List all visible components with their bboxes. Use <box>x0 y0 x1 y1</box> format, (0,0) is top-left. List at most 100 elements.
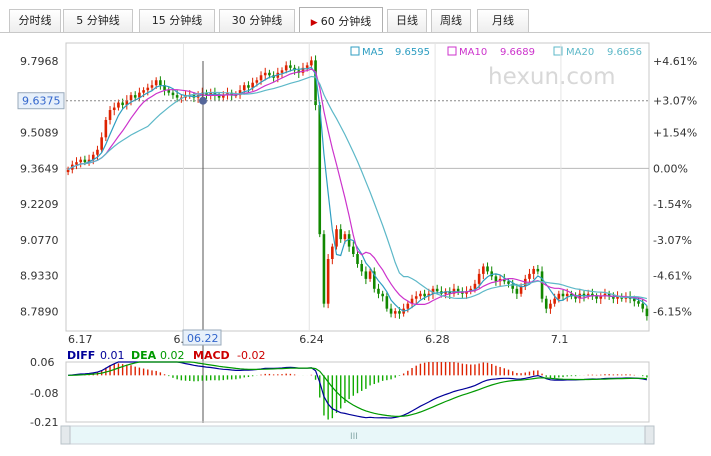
ma-legend: MA5 9.6595 MA10 9.6689 MA20 9.6656 <box>350 46 642 58</box>
percent-tick-label: -6.15% <box>653 305 692 318</box>
price-tick-label: 9.3649 <box>20 162 59 175</box>
dea-label: DEA <box>131 349 157 362</box>
candle-body <box>364 271 368 279</box>
crosshair-point <box>199 96 207 105</box>
candle-body <box>96 149 99 155</box>
crosshair-price-label: 9.6375 <box>22 95 61 108</box>
tab-monthly[interactable]: 月线 <box>477 9 529 32</box>
candle-body <box>331 246 334 259</box>
percent-tick-label: -1.54% <box>653 198 692 211</box>
tab-30min[interactable]: 30 分钟线 <box>219 9 295 32</box>
candle-body <box>310 60 313 66</box>
ma10-line <box>67 68 648 305</box>
candle-body <box>79 159 82 163</box>
macd-panel-frame <box>65 361 650 423</box>
candle-body <box>368 271 372 279</box>
candle-body <box>352 246 355 255</box>
macd-value: -0.02 <box>237 349 265 362</box>
candle-body <box>486 266 489 272</box>
candle-body <box>553 298 556 304</box>
scrollbar-thumb[interactable] <box>71 427 644 443</box>
tab-label: 周线 <box>440 14 462 27</box>
candle-body <box>171 92 175 96</box>
candle-body <box>280 70 284 73</box>
candle-body <box>515 288 519 294</box>
candle-body <box>419 293 422 297</box>
candle-body <box>423 293 426 297</box>
candle-body <box>163 85 166 91</box>
candle-body <box>75 162 78 165</box>
candle-body <box>582 293 586 297</box>
candle-body <box>343 234 347 240</box>
candle-body <box>301 67 305 73</box>
percent-tick-label: -4.61% <box>653 270 692 283</box>
date-tick-label: 7.1 <box>551 333 569 346</box>
tab-timeshare[interactable]: 分时线 <box>9 9 61 32</box>
candle-body <box>532 268 535 274</box>
tab-daily[interactable]: 日线 <box>387 9 427 32</box>
candle-body <box>406 303 410 309</box>
date-tick-label: 6.24 <box>299 333 324 346</box>
candle-body <box>125 100 129 106</box>
candle-body <box>91 154 95 160</box>
candle-body <box>154 80 158 86</box>
candle-body <box>565 293 569 297</box>
price-tick-label: 9.2209 <box>20 198 59 211</box>
macd-histogram <box>71 362 648 420</box>
macd-tick-label: 0.06 <box>30 356 55 369</box>
scrollbar[interactable]: III <box>60 425 655 445</box>
scrollbar-right-handle[interactable] <box>644 425 655 445</box>
candle-body <box>591 293 594 297</box>
diff-label: DIFF <box>67 349 95 362</box>
candle-body <box>318 105 322 235</box>
candle-body <box>150 85 154 88</box>
candle-body <box>377 288 380 294</box>
percent-tick-label: -3.07% <box>653 234 692 247</box>
candle-body <box>335 229 338 247</box>
tab-60min[interactable]: ▶ 60 分钟线 <box>299 7 383 33</box>
candle-body <box>456 288 460 292</box>
percent-axis-right: +4.61% +3.07% +1.54% 0.00% -1.54% -3.07% -4.61… <box>653 55 697 318</box>
macd-label: MACD <box>193 349 230 362</box>
tab-label: 日线 <box>396 14 418 27</box>
candle-body <box>435 288 439 292</box>
candle-body <box>112 107 116 111</box>
candle-body <box>305 65 309 68</box>
tab-label: 分时线 <box>18 14 52 27</box>
price-tick-label: 9.0770 <box>20 234 59 247</box>
candle-body <box>284 65 288 71</box>
candle-body <box>117 102 120 108</box>
candle-body <box>482 266 485 274</box>
price-tick-label: 9.7968 <box>20 55 59 68</box>
percent-tick-label: +3.07% <box>653 95 697 108</box>
candle-body <box>146 87 150 91</box>
candle-body <box>87 159 91 163</box>
active-arrow-icon: ▶ <box>310 18 318 28</box>
candle-body <box>410 298 414 304</box>
tab-label: 月线 <box>492 14 514 27</box>
ma5-line <box>67 66 648 312</box>
candle-body <box>641 303 645 309</box>
candle-body <box>612 296 615 299</box>
candle-body <box>255 80 259 83</box>
scrollbar-left-handle[interactable] <box>60 425 71 445</box>
candle-body <box>100 137 103 150</box>
candle-body <box>138 92 141 98</box>
candle-body <box>448 291 452 294</box>
candle-body <box>129 95 133 101</box>
candle-body <box>586 293 590 297</box>
tab-5min[interactable]: 5 分钟线 <box>63 9 133 32</box>
candle-body <box>175 95 179 98</box>
ma10-swatch <box>447 46 457 56</box>
tab-weekly[interactable]: 周线 <box>431 9 471 32</box>
percent-tick-label: 0.00% <box>653 162 688 175</box>
macd-lines <box>68 361 648 419</box>
candle-body <box>259 75 263 81</box>
candle-body <box>427 293 431 297</box>
candle-body <box>326 259 330 304</box>
candle-body <box>633 298 636 302</box>
candle-body <box>389 308 393 314</box>
diff-value: 0.01 <box>100 349 125 362</box>
date-axis: 6.17 6. 6.24 6.28 7.1 <box>68 43 568 346</box>
tab-15min[interactable]: 15 分钟线 <box>139 9 215 32</box>
